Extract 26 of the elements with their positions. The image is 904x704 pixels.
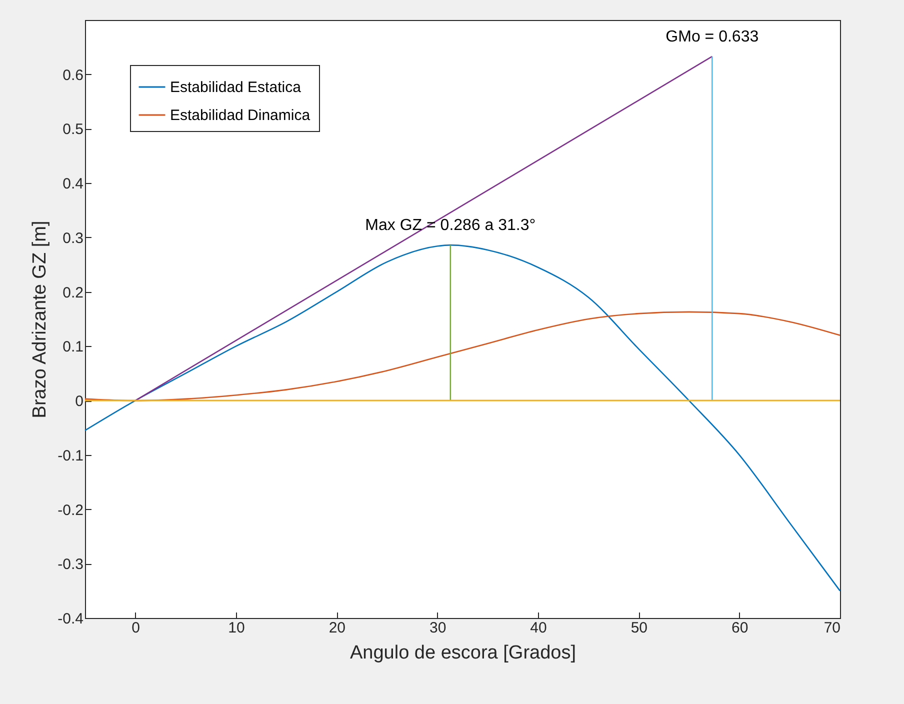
x-tick-label: 70 <box>824 620 840 636</box>
x-tick-label: 10 <box>228 620 245 636</box>
y-tick-label: -0.2 <box>58 502 84 519</box>
x-tick-label: 60 <box>731 620 748 636</box>
y-axis-title: Brazo Adrizante GZ [m] <box>30 220 51 418</box>
x-tick-label: 30 <box>429 620 446 636</box>
y-tick-label: 0.4 <box>62 176 84 193</box>
y-tick-label: -0.1 <box>58 447 84 464</box>
y-tick-label: 0.6 <box>62 66 84 84</box>
annotation: GMo = 0.633 <box>666 28 759 46</box>
legend-label: Estabilidad Dinamica <box>170 107 311 124</box>
line-series <box>84 311 841 402</box>
x-tick-label: 0 <box>132 620 140 636</box>
x-tick-label: 20 <box>328 620 346 636</box>
x-tick-label: 40 <box>530 620 547 636</box>
legend-label: Estabilidad Estatica <box>170 79 302 96</box>
y-tick-label: 0.5 <box>62 121 84 138</box>
y-tick-label: 0.3 <box>62 230 84 247</box>
y-tick-label: 0.2 <box>62 284 84 302</box>
x-tick-label: 50 <box>630 620 648 636</box>
x-axis-title: Angulo de escora [Grados] <box>350 642 576 664</box>
y-tick-label: 0 <box>75 393 84 410</box>
y-tick-label: 0.1 <box>62 338 84 356</box>
y-tick-label: -0.3 <box>58 556 84 574</box>
y-tick-label: -0.4 <box>58 610 84 628</box>
line-series <box>84 244 841 592</box>
